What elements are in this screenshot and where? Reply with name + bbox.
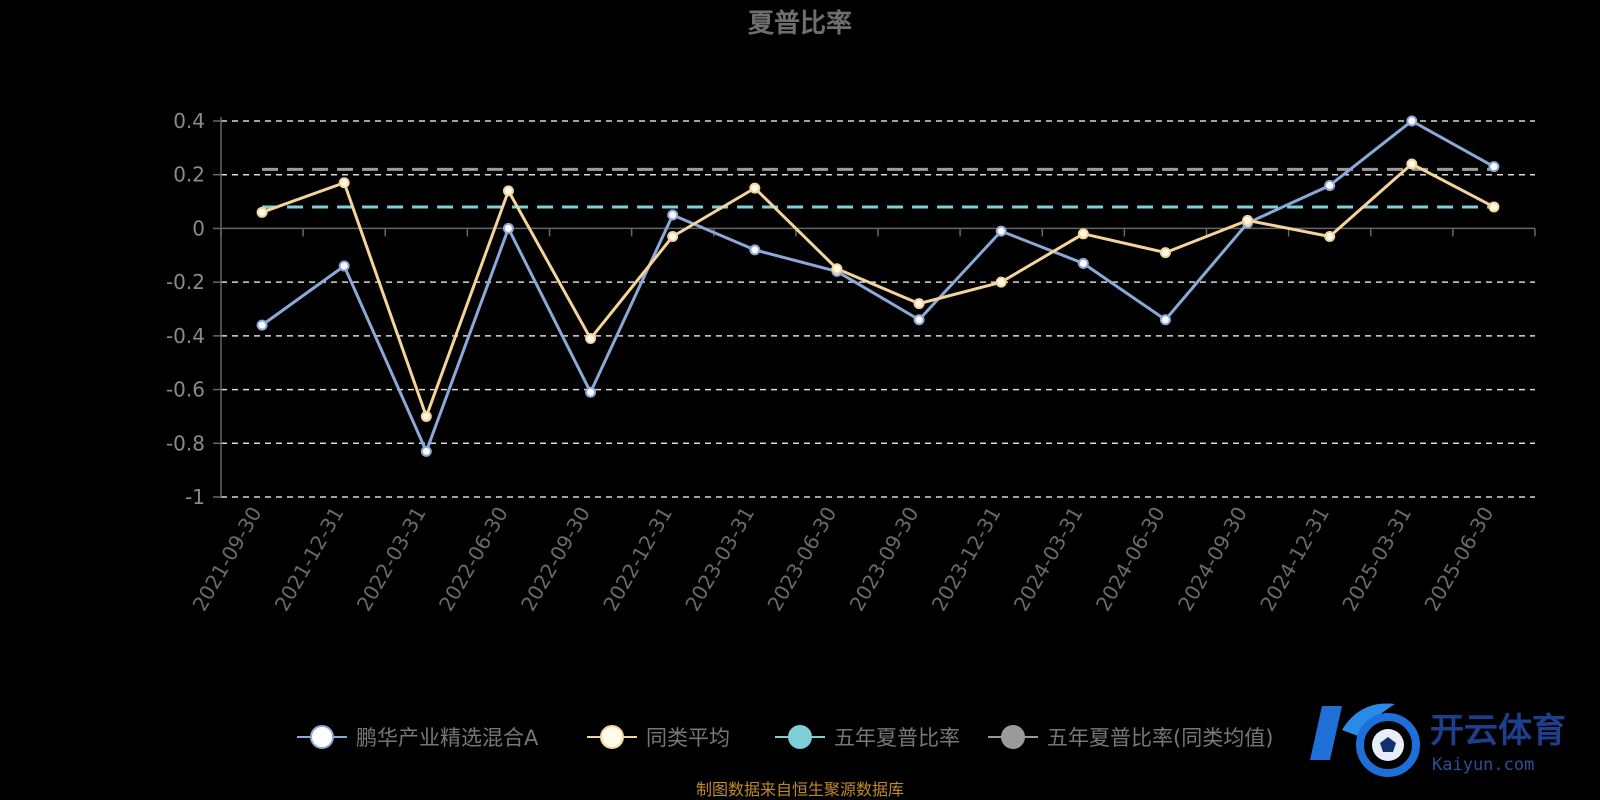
series-1-point[interactable] xyxy=(913,298,925,310)
x-tick-label: 2024-06-30 xyxy=(1091,503,1170,616)
x-tick-label: 2024-12-31 xyxy=(1255,503,1334,616)
series-0-point[interactable] xyxy=(1324,179,1336,191)
series-1-point[interactable] xyxy=(667,230,679,242)
series-1-point[interactable] xyxy=(1406,158,1418,170)
x-tick-label: 2022-12-31 xyxy=(598,503,677,616)
y-axis-ticks: 0.4 0.2 0 -0.2 -0.4 -0.6 -0.8 -1 xyxy=(166,109,221,509)
legend[interactable]: 鹏华产业精选混合A 同类平均 五年夏普比率 五年夏普比率(同类均值) xyxy=(297,725,1273,750)
kaiyun-watermark: 开云体育 Kaiyun.com xyxy=(1310,703,1566,777)
legend-marker-icon xyxy=(1001,725,1025,749)
series-1-point[interactable] xyxy=(1159,247,1171,259)
legend-marker-icon xyxy=(310,725,334,749)
x-tick-label: 2025-06-30 xyxy=(1419,503,1498,616)
series-0-point[interactable] xyxy=(1406,115,1418,127)
legend-label: 鹏华产业精选混合A xyxy=(356,726,539,750)
series-0-point[interactable] xyxy=(1077,257,1089,269)
x-tick-label: 2024-09-30 xyxy=(1173,503,1252,616)
series-1-point[interactable] xyxy=(1324,230,1336,242)
series-1-point[interactable] xyxy=(1488,201,1500,213)
series-1-point[interactable] xyxy=(749,182,761,194)
y-tick-label: -0.6 xyxy=(166,378,205,402)
series-lines xyxy=(261,119,1495,453)
series-0-point[interactable] xyxy=(667,209,679,221)
x-tick-label: 2021-09-30 xyxy=(187,503,266,616)
series-0-point[interactable] xyxy=(420,445,432,457)
legend-marker-icon xyxy=(600,725,624,749)
series-1-point[interactable] xyxy=(420,410,432,422)
series-1-point[interactable] xyxy=(995,276,1007,288)
series-0-point[interactable] xyxy=(256,319,268,331)
x-tick-label: 2021-12-31 xyxy=(270,503,349,616)
y-tick-label: -0.4 xyxy=(166,324,205,348)
data-source-note: 制图数据来自恒生聚源数据库 xyxy=(696,780,904,799)
series-1-point[interactable] xyxy=(1077,228,1089,240)
legend-label: 五年夏普比率(同类均值) xyxy=(1047,726,1273,750)
x-tick-label: 2022-09-30 xyxy=(516,503,595,616)
series-1-point[interactable] xyxy=(1242,214,1254,226)
watermark-chinese: 开云体育 xyxy=(1430,711,1566,751)
x-tick-label: 2024-03-31 xyxy=(1009,503,1088,616)
series-1-point[interactable] xyxy=(502,185,514,197)
grid-lines xyxy=(221,120,1535,498)
reference-lines xyxy=(262,167,1494,209)
series-1-point[interactable] xyxy=(585,333,597,345)
legend-item-0[interactable]: 鹏华产业精选混合A xyxy=(297,725,539,750)
legend-marker-icon xyxy=(788,725,812,749)
series-0-point[interactable] xyxy=(585,386,597,398)
x-tick-label: 2022-03-31 xyxy=(352,503,431,616)
kaiyun-logo-icon xyxy=(1310,703,1420,777)
series-line-1 xyxy=(261,162,1495,418)
legend-item-2[interactable]: 五年夏普比率 xyxy=(775,725,960,750)
y-tick-label: -0.2 xyxy=(166,270,205,294)
series-0-point[interactable] xyxy=(995,225,1007,237)
series-0-point[interactable] xyxy=(1488,161,1500,173)
y-tick-label: -1 xyxy=(185,485,205,509)
x-tick-label: 2022-06-30 xyxy=(434,503,513,616)
series-points xyxy=(256,115,1500,457)
watermark-english: Kaiyun.com xyxy=(1432,755,1534,775)
series-line-0 xyxy=(261,119,1495,453)
x-tick-label: 2023-03-31 xyxy=(680,503,759,616)
y-tick-label: 0.2 xyxy=(173,163,205,187)
series-1-point[interactable] xyxy=(256,206,268,218)
series-0-point[interactable] xyxy=(1159,314,1171,326)
y-tick-label: -0.8 xyxy=(166,431,205,455)
x-tick-label: 2023-09-30 xyxy=(844,503,923,616)
y-tick-label: 0 xyxy=(192,216,205,240)
legend-label: 五年夏普比率 xyxy=(834,726,960,750)
series-1-point[interactable] xyxy=(338,177,350,189)
x-tick-label: 2023-12-31 xyxy=(927,503,1006,616)
series-1-point[interactable] xyxy=(831,263,843,275)
x-tick-label: 2025-03-31 xyxy=(1337,503,1416,616)
series-0-point[interactable] xyxy=(502,222,514,234)
legend-label: 同类平均 xyxy=(646,726,730,750)
series-0-point[interactable] xyxy=(338,260,350,272)
series-0-point[interactable] xyxy=(913,314,925,326)
legend-item-3[interactable]: 五年夏普比率(同类均值) xyxy=(988,725,1273,750)
chart-title: 夏普比率 xyxy=(748,8,852,39)
series-0-point[interactable] xyxy=(749,244,761,256)
x-tick-label: 2023-06-30 xyxy=(762,503,841,616)
y-tick-label: 0.4 xyxy=(173,109,205,133)
legend-item-1[interactable]: 同类平均 xyxy=(587,725,730,750)
